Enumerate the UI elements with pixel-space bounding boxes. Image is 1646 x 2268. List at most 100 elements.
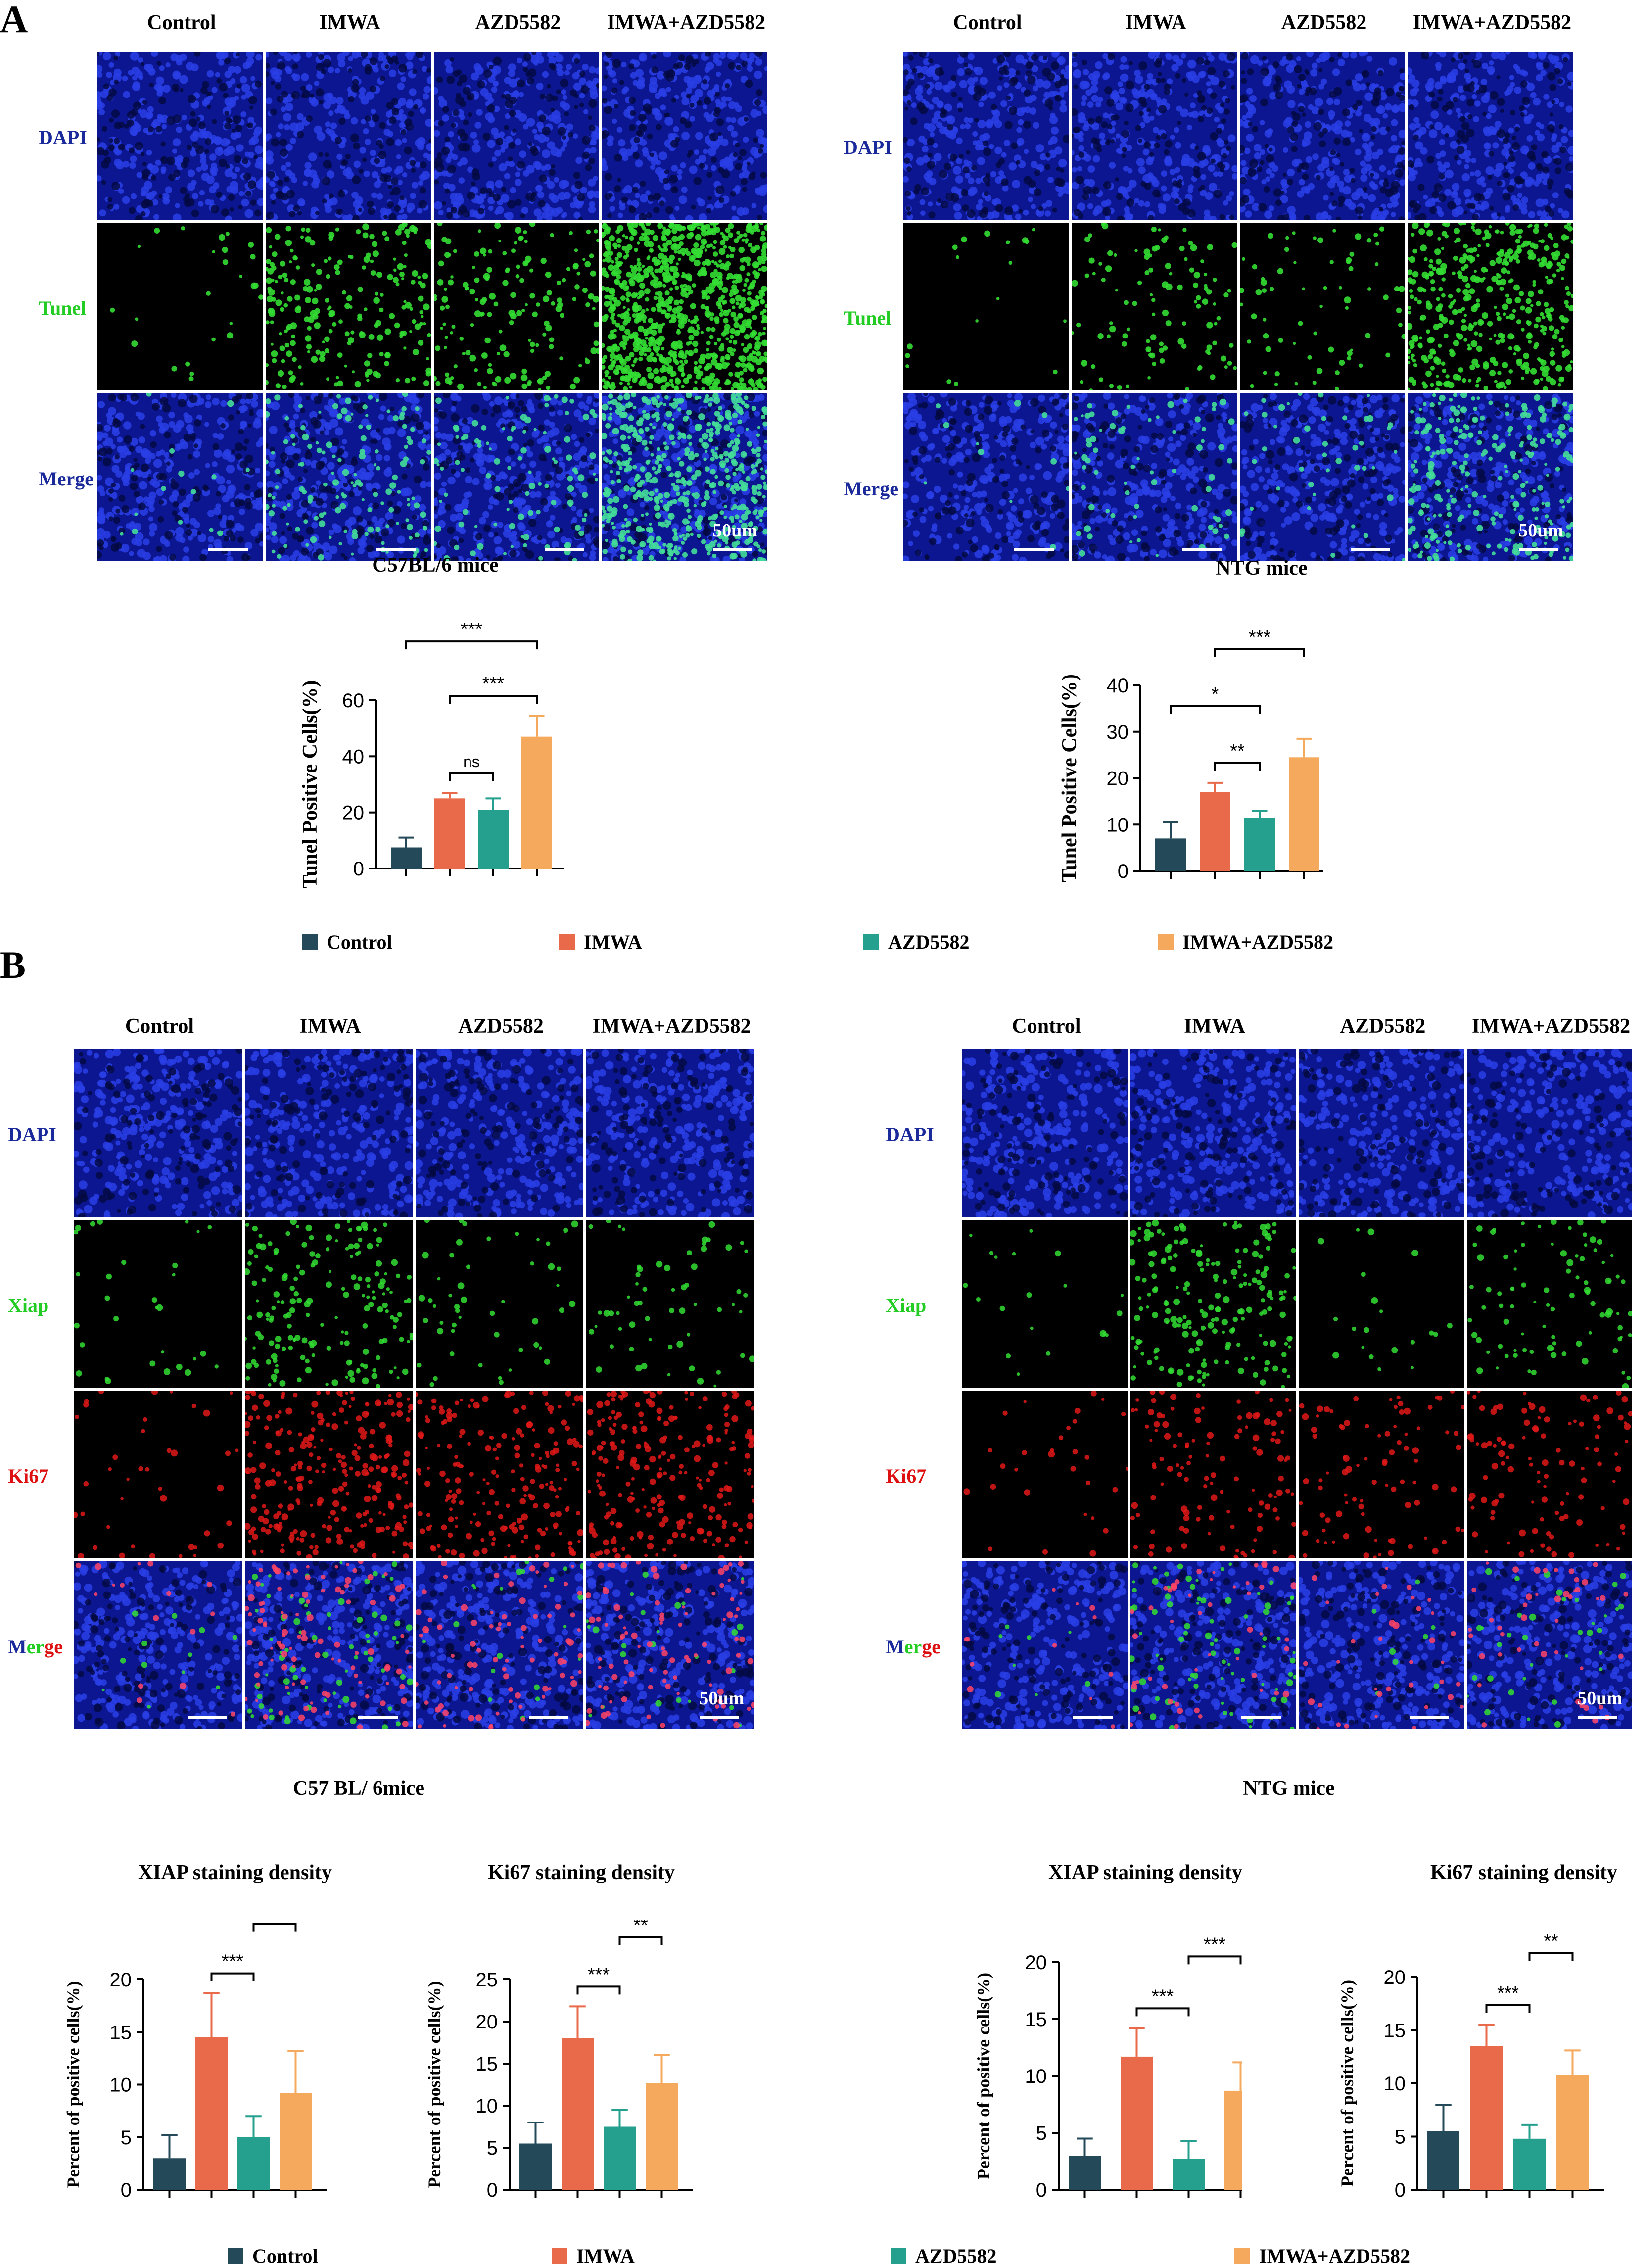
column-header-control: Control [1012,1015,1081,1038]
ki67-image-imwa [1130,1391,1296,1558]
panel-b-letter: B [0,943,26,986]
significance-label: *** [482,674,505,694]
legend-item-imwa-azd5582: IMWA+AZD5582 [1234,2244,1410,2268]
legend-swatch [302,934,318,950]
ki67-image-control [962,1391,1128,1558]
column-header-azd5582: AZD5582 [458,1015,544,1038]
bar-azd5582 [237,2137,270,2190]
ki67-image-imwa-azd5582 [1467,1391,1632,1558]
scale-bar [188,1716,227,1719]
ki67-c57-title: Ki67 staining density [487,1861,675,1884]
y-tick-label: 0 [1395,2179,1406,2201]
row-label-merge: Merge [39,467,94,490]
legend-item-azd5582: AZD5582 [891,2244,996,2268]
column-header-control: Control [953,11,1022,34]
legend-label: IMWA [576,2245,635,2267]
scale-bar [208,548,248,551]
legend-label: IMWA+AZD5582 [1182,931,1334,953]
y-tick-label: 40 [1107,675,1129,697]
dapi-image-control [903,52,1069,220]
significance-bracket [576,1985,621,1995]
bar-control [153,2158,186,2190]
scale-bar [1182,548,1222,551]
legend-swatch [1158,934,1174,950]
y-tick-label: 20 [1025,1952,1047,1974]
scale-bar [1519,548,1558,551]
merge-label-part: er [26,1635,45,1658]
y-tick-label: 10 [1384,2073,1406,2095]
legend-swatch [552,2248,567,2264]
dapi-image-azd5582 [1240,52,1405,220]
y-tick-label: 15 [1384,2020,1406,2042]
legend-item-imwa: IMWA [552,2244,635,2268]
xiap-image-azd5582 [1299,1220,1464,1388]
bar-azd5582 [604,2126,636,2190]
panel-b-left-grid: Control IMWA AZD5582 IMWA+AZD5582 DAPI Xiap Ki… [0,965,811,1737]
scale-bar [529,1716,568,1719]
dapi-image-azd5582 [416,1049,583,1217]
dapi-image-imwa-azd5582 [586,1049,754,1217]
xiap-image-azd5582 [416,1220,583,1388]
row-label-dapi: DAPI [8,1123,56,1146]
y-tick-label: 20 [110,1969,132,1991]
column-header-control: Control [147,11,216,34]
bar-control [1155,838,1186,871]
significance-label: ** [633,1920,648,1935]
dapi-image-imwa [245,1049,413,1217]
merge-image-control [97,393,263,561]
column-header-imwa: IMWA [299,1015,361,1038]
y-tick-label: 0 [1036,2179,1047,2201]
bar-azd5582 [1173,2159,1205,2190]
merge-image-control [962,1561,1128,1729]
y-tick-label: 5 [1395,2126,1406,2148]
significance-label: *** [1204,1934,1226,1955]
panel-a-left-caption: C57BL/6 mice [372,554,499,577]
y-tick-label: 25 [476,1969,498,1991]
y-tick-label: 10 [110,2075,132,2096]
legend-item-imwa-azd5582: IMWA+AZD5582 [1158,930,1333,954]
legend-swatch [863,934,879,950]
bar-azd5582 [478,810,509,869]
tunel-image-control [97,223,263,390]
row-label-dapi: DAPI [844,136,892,158]
tunel-image-azd5582 [1240,223,1405,390]
bar-imwa-azd5582 [1224,2090,1242,2190]
scale-bar [1014,548,1054,551]
ki67-image-azd5582 [416,1391,583,1558]
tunel-image-imwa-azd5582 [602,223,767,390]
scale-bar [545,548,584,551]
legend-item-control: Control [228,2244,318,2268]
row-label-merge: Merge [886,1635,941,1658]
legend-swatch [1234,2248,1250,2264]
significance-bracket [1135,2007,1190,2017]
significance-bracket [1214,648,1305,657]
significance-label: ** [267,1920,282,1923]
merge-image-imwa-azd5582: 50um [1467,1561,1632,1729]
legend-label: IMWA+AZD5582 [1259,2245,1411,2267]
panel-a-right-caption: NTG mice [1216,557,1308,579]
dapi-image-control [74,1049,242,1217]
tunel-chart-c57: 0 20 40 60 Tunel Positive Cells(%) ns *** *** [299,621,564,888]
bar-imwa [1121,2056,1153,2190]
significance-bracket [449,695,538,704]
significance-label: *** [1497,1983,1519,2004]
bar-imwa [1470,2046,1503,2190]
merge-image-control [903,393,1069,561]
y-tick-label: 20 [1384,1967,1406,1988]
significance-bracket [449,772,494,781]
column-header-imwa: IMWA [1184,1015,1245,1038]
legend-label: IMWA [584,931,642,953]
merge-image-imwa [245,1561,413,1729]
bar-imwa-azd5582 [280,2093,312,2190]
bar-control [1069,2156,1101,2190]
merge-label-part: er [904,1635,922,1658]
xiap-image-imwa-azd5582 [1467,1220,1632,1388]
y-axis-label: Percent of positive cells(%) [424,1981,444,2188]
significance-bracket [252,1923,297,1932]
merge-image-imwa [1072,393,1237,561]
y-tick-label: 10 [1025,2066,1047,2087]
significance-label: ** [1544,1931,1558,1952]
legend-label: Control [327,931,392,953]
bar-azd5582 [1244,818,1275,871]
